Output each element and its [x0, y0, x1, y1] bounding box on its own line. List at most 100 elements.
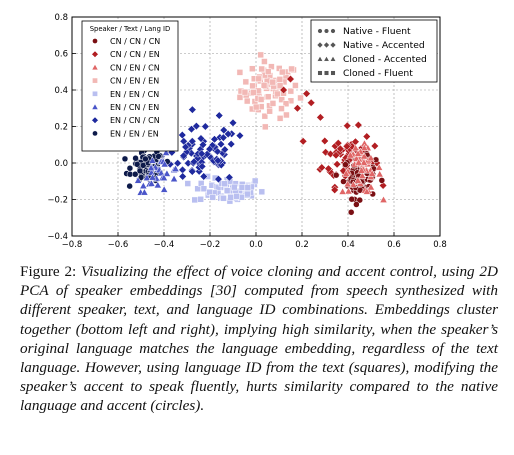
legend-label: CN / CN / CN: [110, 37, 160, 46]
data-point: [160, 160, 169, 168]
data-point: [287, 87, 295, 95]
data-point: [293, 104, 302, 113]
data-point: [131, 170, 139, 178]
data-point: [189, 157, 199, 166]
data-point: [368, 169, 377, 177]
data-point: [264, 93, 272, 100]
data-point: [342, 161, 349, 168]
data-point: [126, 182, 133, 190]
data-point: [343, 121, 352, 130]
legend-marker: [317, 70, 323, 76]
legend-speaker-text-lang: Speaker / Text / Lang ID CN / CN / CN CN /…: [81, 20, 179, 152]
data-point: [356, 196, 363, 204]
legend-label: CN / CN / EN: [110, 50, 160, 59]
data-point: [317, 163, 326, 172]
scatter-plot: −0.8 −0.6 −0.4 −0.2 0.0 0.2 0.4 0.6 0.8 −0.4 −0.2…: [47, 13, 446, 250]
data-point: [213, 156, 223, 165]
data-point: [278, 96, 285, 103]
legend-marker: [330, 28, 336, 34]
data-point: [216, 140, 226, 149]
data-point: [243, 97, 251, 105]
data-point: [252, 103, 260, 111]
data-point: [244, 184, 252, 191]
legend-marker: [92, 38, 98, 44]
legend-label: Native - Accented: [343, 40, 425, 51]
data-point: [162, 148, 171, 156]
data-point: [302, 89, 311, 98]
y-tick-label: 0.2: [54, 123, 68, 133]
legend-label: Cloned - Fluent: [343, 68, 413, 79]
data-point: [188, 137, 197, 146]
data-point: [233, 192, 240, 200]
data-point: [331, 151, 341, 160]
data-point: [133, 161, 141, 168]
data-point: [215, 111, 224, 120]
data-point: [196, 134, 206, 143]
data-point: [353, 201, 360, 208]
data-point: [147, 163, 156, 172]
data-point: [140, 188, 149, 196]
legend-marker: [316, 41, 324, 49]
data-point: [360, 143, 369, 151]
data-point: [261, 58, 268, 65]
data-point: [249, 82, 256, 90]
data-point: [324, 164, 333, 173]
data-point: [251, 177, 259, 185]
x-tick-label: −0.4: [154, 240, 175, 250]
data-point: [279, 85, 288, 95]
legend-condition: Native - Fluent Native - Accented Cloned -…: [310, 19, 438, 83]
legend-marker: [92, 130, 98, 137]
data-point: [283, 111, 290, 119]
data-point: [188, 167, 197, 176]
data-point: [136, 167, 144, 175]
data-point: [147, 179, 156, 187]
y-tick-label: 0.8: [54, 13, 68, 23]
data-point: [214, 174, 223, 184]
data-point: [236, 69, 244, 76]
x-tick-label: 0.4: [341, 240, 355, 250]
data-point: [261, 112, 269, 120]
data-point: [121, 155, 129, 163]
data-point: [197, 149, 206, 158]
data-point: [160, 185, 169, 193]
data-point: [153, 180, 162, 189]
y-tick-label: 0.0: [54, 159, 68, 169]
data-point: [340, 178, 347, 185]
data-point: [219, 133, 228, 142]
data-point: [354, 158, 363, 166]
data-point: [184, 180, 192, 187]
data-point: [250, 89, 257, 96]
data-point: [258, 188, 266, 196]
data-point: [299, 137, 308, 146]
data-point: [288, 65, 295, 73]
data-point: [354, 149, 363, 157]
data-point: [333, 160, 342, 169]
legend-marker: [323, 55, 330, 62]
legend-marker: [91, 103, 99, 110]
x-tick-label: 0.6: [387, 240, 401, 250]
data-point: [241, 88, 249, 96]
data-point: [370, 141, 379, 151]
data-point: [357, 166, 366, 174]
data-point: [359, 158, 368, 166]
data-point: [142, 155, 149, 163]
legend-marker: [329, 55, 337, 62]
data-point: [179, 151, 188, 160]
data-point: [257, 96, 265, 103]
data-point: [199, 172, 208, 181]
data-point: [274, 90, 281, 98]
data-point: [279, 68, 286, 76]
data-point: [347, 209, 355, 216]
data-point: [366, 183, 375, 191]
data-point: [227, 194, 234, 201]
legend-marker: [323, 28, 330, 34]
data-point: [255, 75, 262, 83]
legend-marker: [323, 70, 330, 76]
data-point: [223, 187, 231, 195]
caption-body: Visualizing the effect of voice cloning …: [20, 263, 498, 415]
data-point: [378, 177, 386, 184]
data-point: [276, 76, 284, 83]
data-point: [344, 187, 353, 195]
data-point: [343, 179, 352, 188]
data-point: [139, 181, 148, 189]
